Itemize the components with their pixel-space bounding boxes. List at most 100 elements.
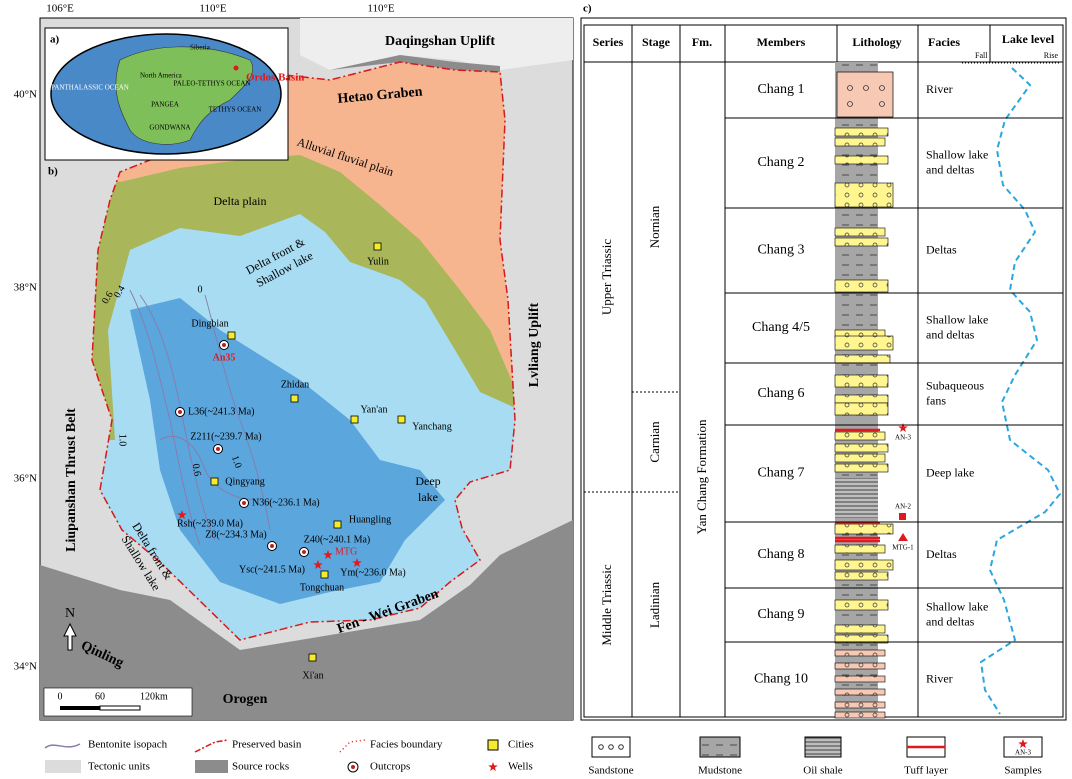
sample-marker <box>898 533 908 541</box>
outcrop-markers <box>175 340 309 557</box>
legend-symbol <box>804 736 842 758</box>
shape <box>270 544 274 548</box>
legend-label: Outcrops <box>370 761 410 773</box>
shape <box>879 101 885 107</box>
outcrop-label: Z211(~239.7 Ma) <box>190 431 261 442</box>
city-label: Huangling <box>349 514 391 525</box>
shape <box>204 294 271 531</box>
city-marker <box>373 242 382 251</box>
city-marker <box>333 520 342 529</box>
inset-basin-label: Ordos Basin <box>246 72 304 84</box>
sample-label: AN-2 <box>895 503 911 511</box>
facies-label: and deltas <box>926 162 975 176</box>
sandstone-bed <box>834 155 889 165</box>
member-label: Chang 10 <box>754 672 808 687</box>
sample-marker <box>899 513 906 520</box>
longitude-label: 110°E <box>367 3 394 15</box>
isopach-label: 1.0 <box>229 454 244 470</box>
source-rocks <box>40 520 573 720</box>
map-panel: a) Siberia North America PANGEA GONDWANA… <box>14 3 574 721</box>
city-label: Yulin <box>367 256 389 267</box>
isopach-lines <box>129 289 271 546</box>
isopach-label: 0.6 <box>190 463 203 477</box>
longitude-label: 106°E <box>46 3 74 15</box>
member-label: Chang 2 <box>757 155 804 170</box>
sandstone-bed <box>834 711 886 719</box>
column-frame <box>580 17 1067 721</box>
legend-sample-key: AN-3 <box>1015 749 1031 757</box>
scale-bar <box>60 706 100 710</box>
legend-label: Cities <box>508 739 534 751</box>
column-header: Lithology <box>852 35 901 49</box>
shape <box>129 289 201 546</box>
facies-label: River <box>926 671 953 685</box>
panel-label: a) <box>50 34 60 46</box>
city-label: Yan'an <box>361 404 388 415</box>
sandstone-bed <box>834 463 889 473</box>
region-label: Delta plain <box>214 194 267 208</box>
shape <box>216 447 220 451</box>
shape <box>222 343 226 347</box>
pangea <box>115 46 253 145</box>
sample-label: AN-3 <box>895 434 911 442</box>
sandstone-bed <box>834 662 886 670</box>
legend-label: Bentonite isopach <box>88 739 168 751</box>
isopach-label: 0.4 <box>112 284 128 300</box>
sandstone-bed <box>836 71 894 118</box>
legend-label: Samples <box>1004 765 1041 777</box>
city-marker <box>397 415 406 424</box>
column-inner <box>583 24 1064 718</box>
ordos-location <box>233 65 239 71</box>
column-header: Series <box>593 35 624 49</box>
stratigraphic-column: c) Series Stage Fm. Members Lithology Fa… <box>580 3 1067 721</box>
member-label: Chang 4/5 <box>752 320 810 335</box>
inset-label: TETHYS OCEAN <box>209 106 262 114</box>
latitude-label: 34°N <box>14 661 37 673</box>
shape <box>139 294 216 541</box>
city-marker <box>350 415 359 424</box>
facies-label: Deltas <box>926 547 957 561</box>
deep-lake <box>130 298 445 604</box>
sandstone-bed <box>834 374 889 388</box>
member-label: Chang 8 <box>757 547 804 562</box>
sandstone-bed <box>834 443 889 453</box>
city-label: Dingbian <box>191 318 228 329</box>
member-label: Chang 9 <box>757 607 804 622</box>
sandstone-bed <box>834 182 894 208</box>
shape <box>178 410 182 414</box>
sandstone-bed <box>834 599 889 611</box>
region-label: lake <box>418 490 438 504</box>
tuff-layers <box>835 428 880 543</box>
column-header: Fm. <box>692 35 712 49</box>
well-label: Rsh(~239.0 Ma) <box>177 518 243 529</box>
facies-label: Deltas <box>926 242 957 256</box>
region-label: Lvliang Uplift <box>527 302 542 387</box>
scale-label: 60 <box>95 691 105 702</box>
outcrop-marker <box>219 340 229 350</box>
sandstone-bed <box>834 431 886 441</box>
shape <box>242 501 246 505</box>
sandstone-bed <box>834 227 886 237</box>
sandstone-bed <box>834 688 886 696</box>
sandstone-bed <box>834 127 889 137</box>
region-label: Deep <box>415 474 440 488</box>
panel-label: b) <box>48 166 58 178</box>
north-label: N <box>65 606 75 621</box>
stage-label: Carnian <box>647 421 662 463</box>
legend-symbol <box>45 760 81 773</box>
city-label: Zhidan <box>281 379 309 390</box>
legend-label: Source rocks <box>232 761 289 773</box>
scale-bar <box>99 705 141 711</box>
well-label: Ym(~236.0 Ma) <box>340 567 405 578</box>
outcrop-marker <box>239 498 249 508</box>
facies-label: Deep lake <box>926 465 974 479</box>
sandstone-bed <box>834 675 886 683</box>
inset-label: North America <box>140 72 183 80</box>
uplift-area <box>300 18 573 70</box>
outcrop-marker <box>267 541 277 551</box>
stage-label: Nornian <box>647 205 662 248</box>
well-label: Ysc(~241.5 Ma) <box>239 564 305 575</box>
city-label: Tongchuan <box>300 582 344 593</box>
city-marker <box>227 331 236 340</box>
city-label: Xi'an <box>302 670 323 681</box>
